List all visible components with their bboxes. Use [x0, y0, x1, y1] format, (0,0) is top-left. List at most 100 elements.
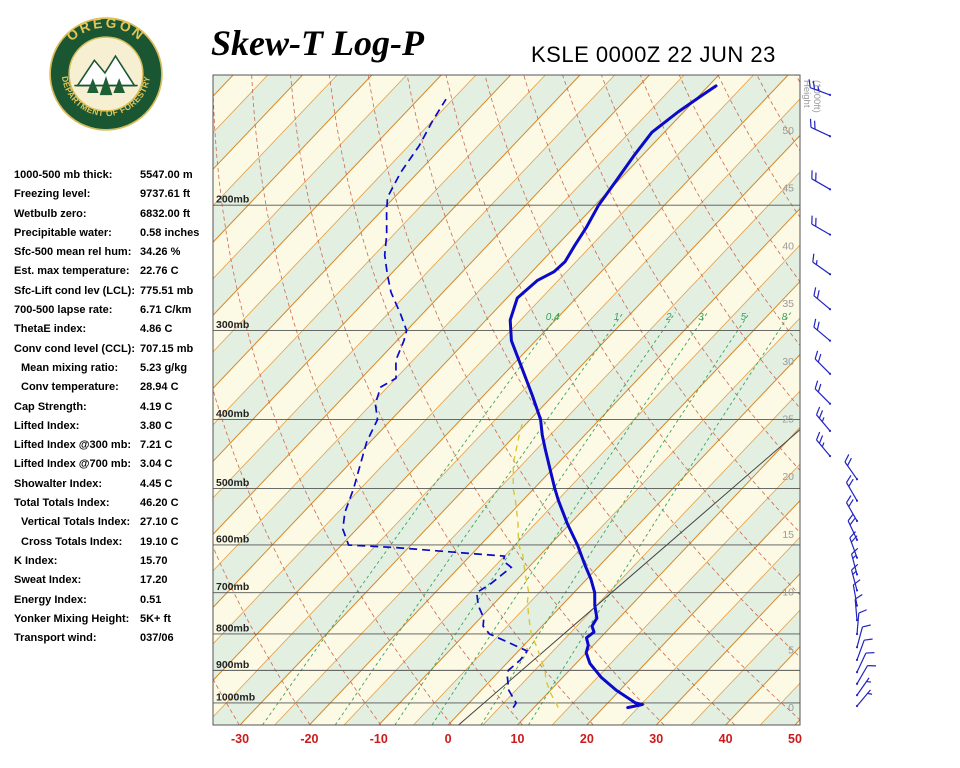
wind-barb [855, 638, 873, 662]
index-value: 46.20 C [140, 497, 179, 510]
index-row: Lifted Index: 3.80 C [14, 418, 214, 437]
wind-barb [813, 287, 832, 311]
mixing-ratio-label: 8 [782, 312, 788, 323]
temp-axis-tick: 40 [719, 732, 733, 746]
index-label: Conv temperature: [21, 381, 119, 394]
height-axis-title-unit: (1000ft) [811, 80, 822, 113]
index-label: K Index: [14, 554, 58, 567]
wind-barbs [808, 79, 877, 708]
station-datetime-label: KSLE 0000Z 22 JUN 23 [531, 42, 776, 67]
mixing-ratio-label: 5 [741, 312, 747, 323]
temperature-bands [213, 75, 800, 725]
pressure-label: 300mb [216, 319, 249, 331]
index-row: Energy Index: 0.51 [14, 592, 214, 611]
index-value: 27.10 C [140, 516, 179, 529]
height-axis-tick: 10 [782, 587, 794, 599]
index-label: Cross Totals Index: [21, 535, 123, 548]
index-row: Precipitable water: 0.58 inches [14, 225, 214, 244]
height-axis-tick: 5 [788, 644, 794, 656]
index-row: Yonker Mixing Height: 5K+ ft [14, 611, 214, 630]
temp-axis-tick: 30 [649, 732, 663, 746]
page-title: Skew-T Log-P [211, 23, 424, 63]
index-value: 3.80 C [140, 419, 173, 432]
pressure-label: 1000mb [216, 691, 255, 703]
index-value: 22.76 C [140, 265, 179, 278]
pressure-label: 800mb [216, 622, 249, 634]
pressure-label: 600mb [216, 533, 249, 545]
chart-border [212, 74, 801, 726]
index-row: ThetaE index: 4.86 C [14, 321, 214, 340]
height-axis-tick: 15 [782, 529, 794, 541]
index-row: K Index: 15.70 [14, 553, 214, 572]
wind-barb [855, 677, 872, 697]
index-label: Conv cond level (CCL): [14, 342, 136, 355]
wind-barb [854, 594, 863, 622]
index-row: Sfc-Lift cond lev (LCL): 775.51 mb [14, 283, 214, 302]
wind-barb [811, 215, 832, 236]
pressure-lines [213, 204, 800, 704]
height-axis-tick: 50 [782, 125, 794, 137]
mixing-ratio-label: 2 [665, 312, 672, 323]
index-value: 5.23 g/kg [140, 361, 188, 374]
index-value: 6832.00 ft [140, 207, 191, 220]
temp-axis-tick: 20 [580, 732, 594, 746]
index-value: 707.15 mb [140, 342, 194, 355]
pressure-label: 700mb [216, 581, 249, 593]
wind-barb [815, 431, 832, 458]
height-axis-title: Height [801, 80, 812, 108]
pressure-axis-labels: 200mb 300mb 400mb 500mb 600mb 700mb 800mb 900mb… [216, 194, 255, 704]
wind-barb [847, 513, 859, 541]
index-value: 3.04 C [140, 458, 173, 471]
dewpoint-trace [341, 98, 529, 709]
dry-adiabats [213, 75, 800, 725]
index-row: Conv cond level (CCL): 707.15 mb [14, 341, 214, 360]
temp-axis-tick: 10 [511, 732, 525, 746]
pressure-label: 200mb [216, 194, 249, 206]
logo-outer-border [49, 17, 163, 131]
wind-barb [811, 170, 832, 191]
index-label: Lifted Index @700 mb: [14, 458, 132, 471]
index-row: Cap Strength: 4.19 C [14, 399, 214, 418]
index-row: Vertical Totals Index: 27.10 C [14, 514, 214, 533]
wind-barb [845, 495, 859, 522]
index-value: 4.86 C [140, 323, 173, 336]
plot-area [213, 75, 800, 725]
wind-barb [849, 531, 859, 559]
index-row: Transport wind: 037/06 [14, 630, 214, 649]
mixing-ratio-label: 1 [614, 312, 620, 323]
mixing-ratio-lines [262, 312, 792, 725]
index-value: 7.21 C [140, 439, 173, 452]
index-label: Precipitable water: [14, 226, 112, 239]
temp-axis-tick: -20 [300, 732, 318, 746]
height-axis-tick: 30 [782, 356, 794, 368]
index-value: 0.51 [140, 593, 162, 606]
index-value: 4.19 C [140, 400, 173, 413]
index-row: Mean mixing ratio: 5.23 g/kg [14, 360, 214, 379]
index-value: 4.45 C [140, 477, 173, 490]
index-label: ThetaE index: [14, 323, 87, 336]
wind-barb [815, 406, 832, 432]
index-value: 0.58 inches [140, 226, 200, 239]
height-axis-tick: 0 [788, 702, 794, 714]
temp-axis-tick: -30 [231, 732, 249, 746]
wind-barb [814, 350, 832, 375]
index-row: Sfc-500 mean rel hum: 34.26 % [14, 244, 214, 263]
index-label: Total Totals Index: [14, 497, 110, 510]
index-row: Cross Totals Index: 19.10 C [14, 534, 214, 553]
index-row: Sweat Index: 17.20 [14, 572, 214, 591]
index-value: 34.26 % [140, 246, 181, 259]
index-label: Est. max temperature: [14, 265, 130, 278]
index-value: 5K+ ft [140, 612, 171, 625]
height-axis-labels: 0 5 10 15 20 25 30 35 40 45 50 [782, 125, 794, 714]
index-row: Est. max temperature: 22.76 C [14, 263, 214, 282]
index-value: 037/06 [140, 632, 174, 645]
index-row: Conv temperature: 28.94 C [14, 379, 214, 398]
temperature-trace [508, 84, 718, 710]
temp-axis-tick: 0 [445, 732, 452, 746]
index-label: Cap Strength: [14, 400, 87, 413]
pressure-label: 900mb [216, 659, 249, 671]
index-value: 15.70 [140, 554, 168, 567]
mixing-ratio-label: 0.4 [546, 312, 560, 323]
index-label: Sweat Index: [14, 574, 82, 587]
index-label: Energy Index: [14, 593, 87, 606]
